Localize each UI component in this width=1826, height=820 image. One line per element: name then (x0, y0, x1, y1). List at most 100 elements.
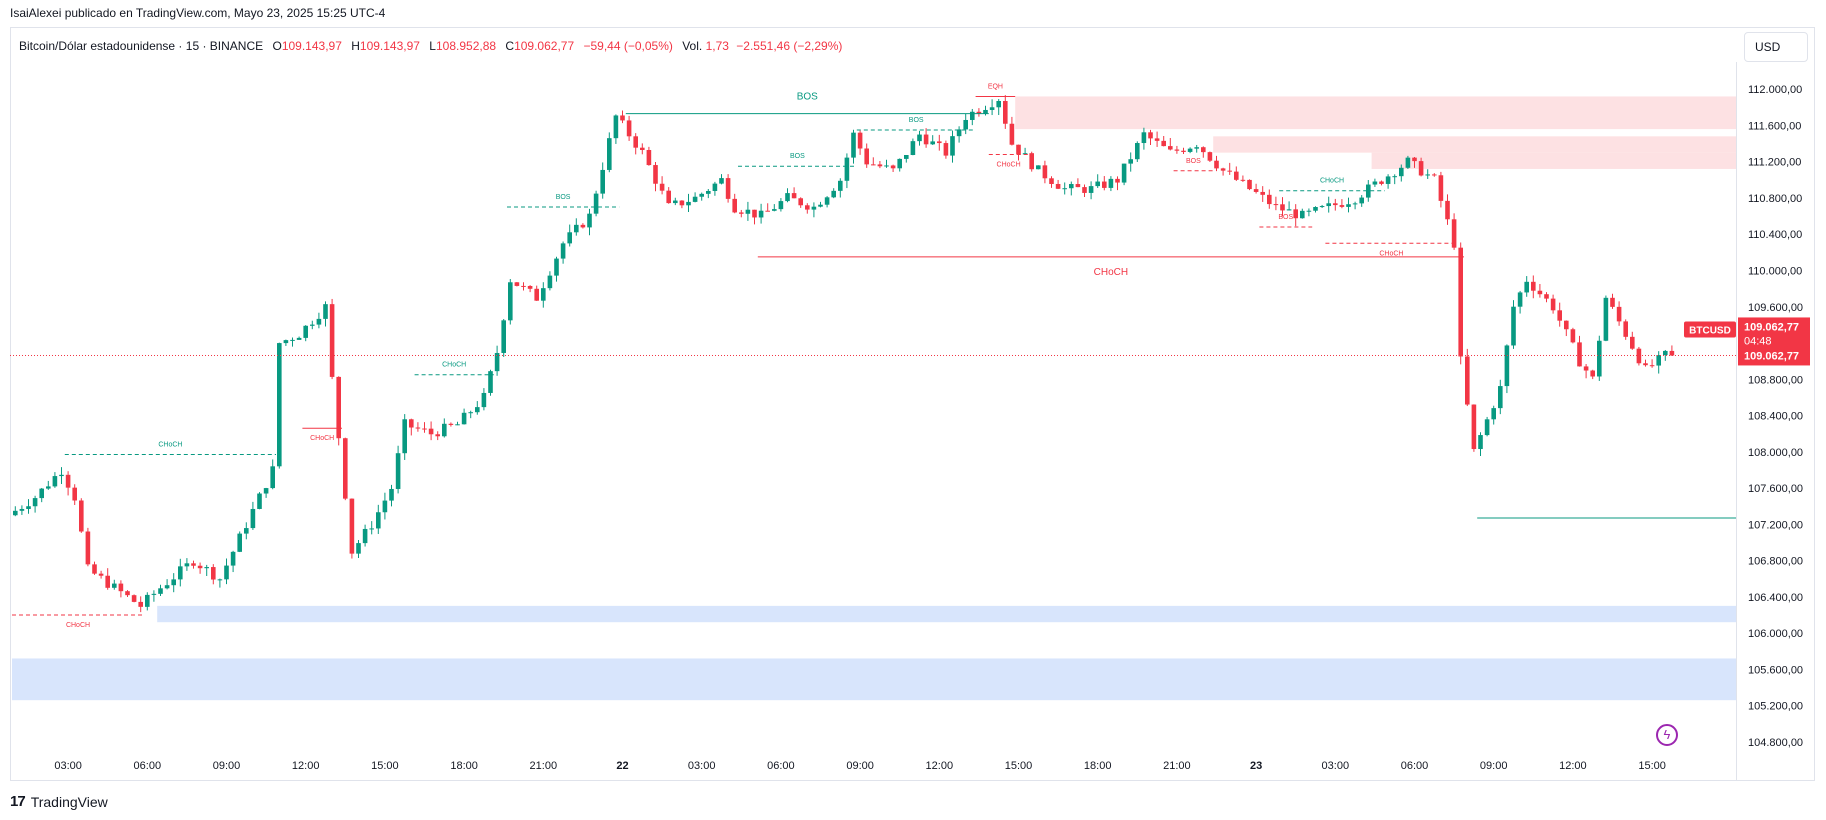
x-tick-label: 09:00 (213, 760, 241, 772)
candle-body (158, 588, 163, 594)
candle-body (475, 407, 480, 413)
candle-body (785, 193, 790, 202)
candle-body (983, 109, 988, 114)
candle-body (1366, 184, 1371, 198)
publisher-line: IsaiAlexei publicado en TradingView.com,… (10, 6, 386, 20)
tradingview-brand[interactable]: 17 TradingView (10, 793, 108, 810)
candle-body (204, 567, 209, 569)
candle-body (1484, 419, 1490, 436)
x-tick-label: 09:00 (1480, 760, 1508, 772)
candle-body (1016, 144, 1021, 155)
candle-body (448, 423, 454, 425)
candle-body (310, 324, 315, 326)
candle-body (1498, 386, 1503, 409)
candle-body (270, 466, 275, 489)
candle-body (1524, 281, 1529, 293)
candle-body (937, 141, 942, 144)
ticker-tag (1684, 321, 1736, 338)
candle-body (950, 136, 955, 156)
candle-body (1214, 160, 1219, 169)
ticker-tag-label: BTCUSD (1689, 325, 1731, 336)
candle-body (1267, 194, 1272, 205)
candle-body (389, 488, 394, 501)
structure-label: CHoCH (1379, 250, 1403, 257)
candle-body (402, 419, 407, 454)
candle-body (554, 258, 559, 276)
x-tick-label: 12:00 (926, 760, 954, 772)
candle-body (1537, 290, 1543, 295)
candle-body (1636, 348, 1642, 364)
candle-body (455, 424, 460, 426)
candle-body (732, 198, 737, 213)
candle-body (1174, 149, 1180, 151)
candle-body (1128, 159, 1133, 164)
x-tick-label: 15:00 (1005, 760, 1033, 772)
candle-body (1511, 306, 1516, 346)
candle-body (461, 412, 467, 425)
candle-body (725, 178, 731, 199)
candle-body (217, 579, 223, 581)
candle-body (871, 164, 876, 166)
candle-body (772, 209, 777, 211)
x-tick-label: 21:00 (1163, 760, 1191, 772)
x-tick-label: 18:00 (450, 760, 478, 772)
candle-body (864, 148, 869, 165)
candle-body (263, 488, 269, 494)
x-tick-label: 06:00 (767, 760, 795, 772)
close-value: 109.062,77 (514, 39, 575, 53)
candle-body (1432, 174, 1437, 176)
candle-body (976, 111, 982, 114)
candle-body (1300, 210, 1305, 219)
candle-body (541, 288, 546, 301)
supply-zone (1371, 152, 1736, 169)
candle-body (1412, 157, 1417, 162)
candle-body (1465, 356, 1470, 405)
candle-body (686, 201, 691, 206)
y-tick-label: 108.400,00 (1748, 411, 1803, 423)
candle-body (1115, 178, 1120, 183)
change-value: −59,44 (−0,05%) (583, 39, 673, 53)
candle-body (851, 132, 856, 158)
candle-body (514, 282, 520, 286)
candle-body (620, 115, 625, 121)
x-tick-label: 21:00 (530, 760, 558, 772)
candle-body (197, 565, 203, 569)
candle-body (923, 134, 929, 145)
lightning-icon[interactable]: ϟ (1656, 724, 1678, 746)
last-price-tag (1738, 317, 1810, 366)
candle-body (897, 158, 902, 169)
candle-body (1273, 204, 1279, 206)
candle-body (1616, 306, 1622, 322)
x-tick-label: 06:00 (1401, 760, 1429, 772)
candle-body (1630, 336, 1635, 349)
candle-body (1181, 150, 1186, 152)
x-tick-label: 06:00 (134, 760, 162, 772)
candle-body (527, 285, 533, 289)
candle-body (910, 141, 916, 156)
structure-label: CHoCH (310, 435, 334, 442)
candle-body (211, 567, 216, 580)
ohlc-legend: Bitcoin/Dólar estadounidense · 15 · BINA… (19, 39, 842, 53)
candle-body (1234, 171, 1239, 180)
candle-body (323, 304, 328, 319)
candle-body (640, 147, 645, 151)
candle-body (178, 566, 183, 580)
candle-body (1517, 292, 1523, 307)
supply-zone (1213, 136, 1736, 153)
symbol-title[interactable]: Bitcoin/Dólar estadounidense · 15 · BINA… (19, 39, 264, 53)
candle-body (1154, 138, 1160, 141)
candle-body (1603, 297, 1609, 341)
y-tick-label: 110.000,00 (1748, 265, 1802, 277)
candle-body (435, 434, 440, 437)
candle-body (290, 339, 295, 341)
x-tick-label: 12:00 (292, 760, 320, 772)
currency-button[interactable]: USD (1744, 32, 1808, 62)
candle-body (1326, 203, 1331, 207)
open-value: 109.143,97 (281, 39, 342, 53)
candle-body (65, 474, 71, 488)
candle-body (890, 165, 896, 169)
candle-body (996, 101, 1001, 108)
candle-body (1253, 189, 1259, 192)
candle-body (1649, 365, 1655, 367)
